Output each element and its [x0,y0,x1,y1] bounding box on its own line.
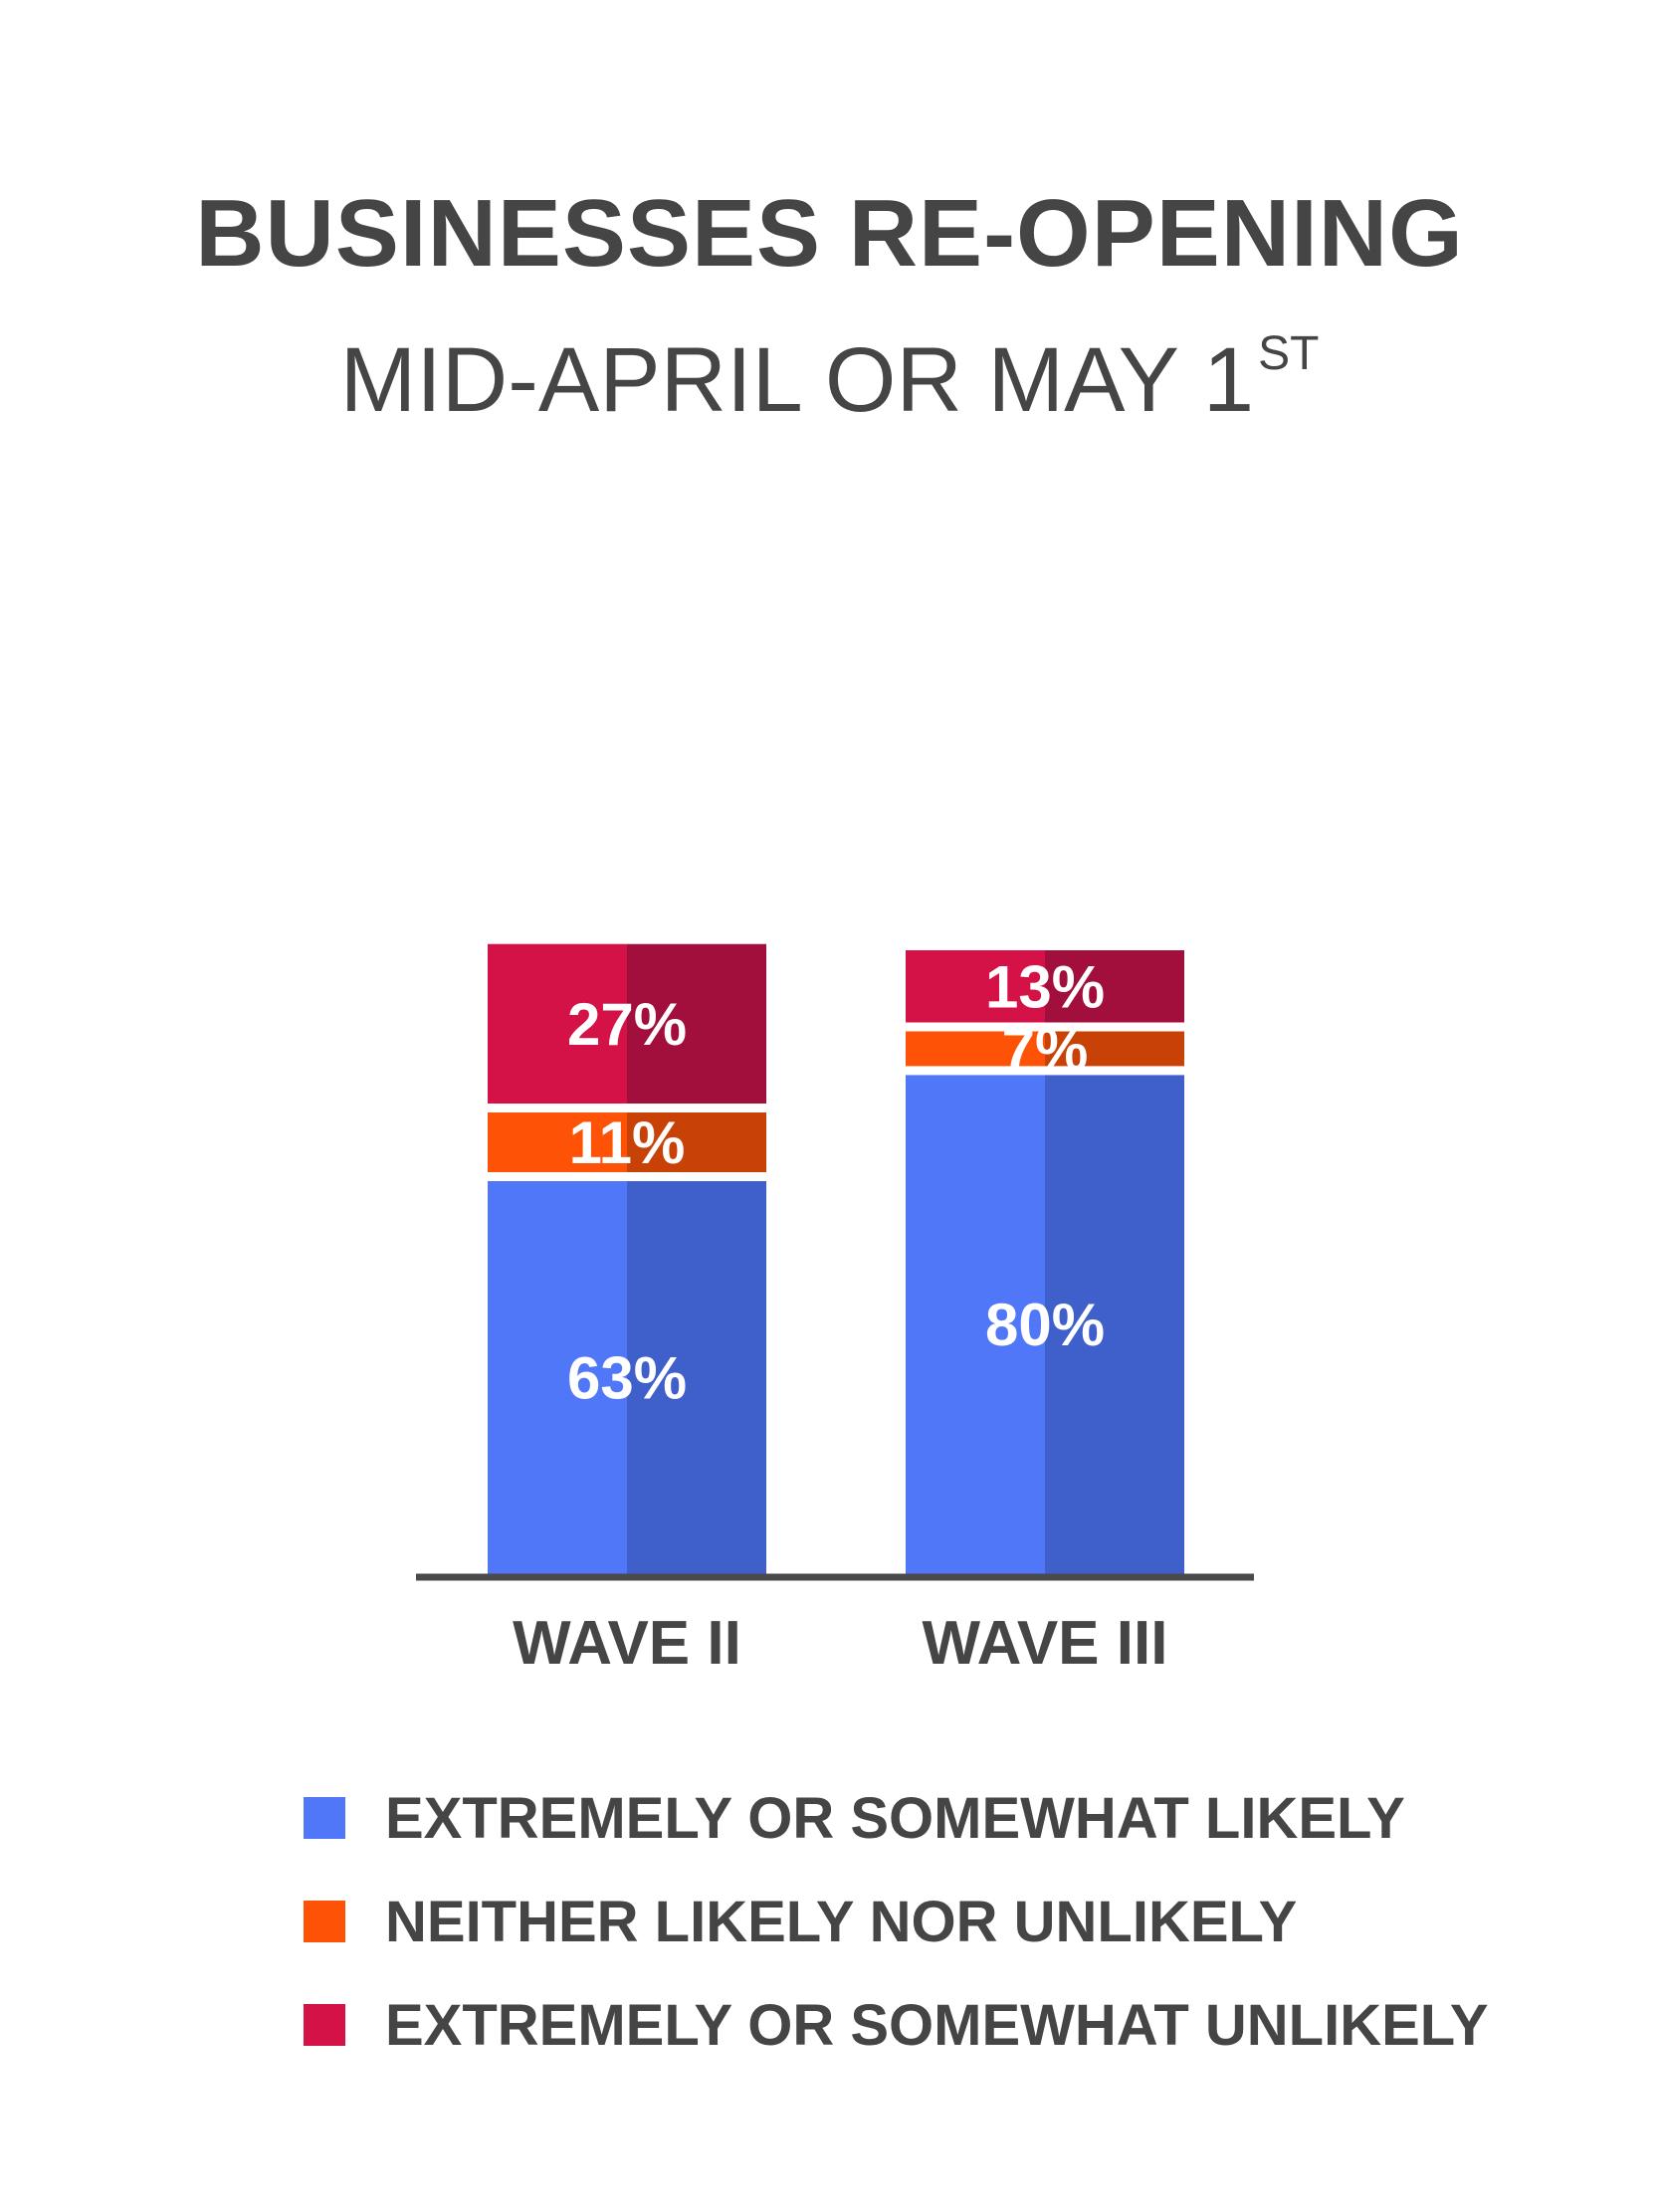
bar-segment-neutral-right [1045,1031,1184,1067]
bar-segment-unlikely-right [1045,950,1184,1023]
bar-segment-likely-left [488,1180,627,1574]
bar-segment-neutral-left [906,1031,1045,1067]
bar-segment-neutral-left [488,1112,627,1172]
legend-swatch-unlikely [304,2004,345,2046]
legend-item-likely: EXTREMELY OR SOMEWHAT LIKELY [304,1766,1489,1870]
bar-value-label: 27% [567,991,687,1058]
bar-segment-likely-left [906,1075,1045,1574]
legend-swatch-likely [304,1797,345,1839]
bar-segment-likely-right [627,1180,766,1574]
bar-segment-neutral-right [627,1112,766,1172]
bar-value-label: 63% [567,1344,687,1411]
chart-subtitle: MID-APRIL OR MAY 1ST [0,295,1659,440]
bar-group-1: 63% 11% 27% WAVE II [488,943,766,1678]
legend-label-unlikely: EXTREMELY OR SOMEWHAT UNLIKELY [385,1992,1489,2058]
chart-legend: EXTREMELY OR SOMEWHAT LIKELY NEITHER LIK… [304,1766,1489,2077]
bar-segment-unlikely-left [906,950,1045,1023]
chart-subtitle-superscript: ST [1258,327,1320,380]
bar-value-label: 13% [985,953,1105,1020]
legend-item-unlikely: EXTREMELY OR SOMEWHAT UNLIKELY [304,1973,1489,2077]
bar-value-label: 80% [985,1292,1105,1358]
category-label: WAVE III [923,1609,1168,1678]
bar-value-label: 11% [569,1109,686,1176]
legend-item-neutral: NEITHER LIKELY NOR UNLIKELY [304,1870,1489,1973]
bar-segment-unlikely-right [627,943,766,1105]
legend-label-neutral: NEITHER LIKELY NOR UNLIKELY [385,1889,1298,1954]
chart-title-block: BUSINESSES RE-OPENING MID-APRIL OR MAY 1… [0,179,1659,440]
legend-swatch-neutral [304,1901,345,1942]
chart-title: BUSINESSES RE-OPENING [195,180,1464,287]
bar-segment-likely-right [1045,1075,1184,1574]
chart-subtitle-text: MID-APRIL OR MAY 1 [339,329,1255,431]
bar-group-2: 80% 7%13% WAVE III [906,950,1184,1678]
bar-segment-unlikely-left [488,943,627,1105]
category-label: WAVE II [513,1609,741,1678]
bar-value-label: 7% [1002,1016,1089,1083]
legend-label-likely: EXTREMELY OR SOMEWHAT LIKELY [385,1785,1405,1851]
